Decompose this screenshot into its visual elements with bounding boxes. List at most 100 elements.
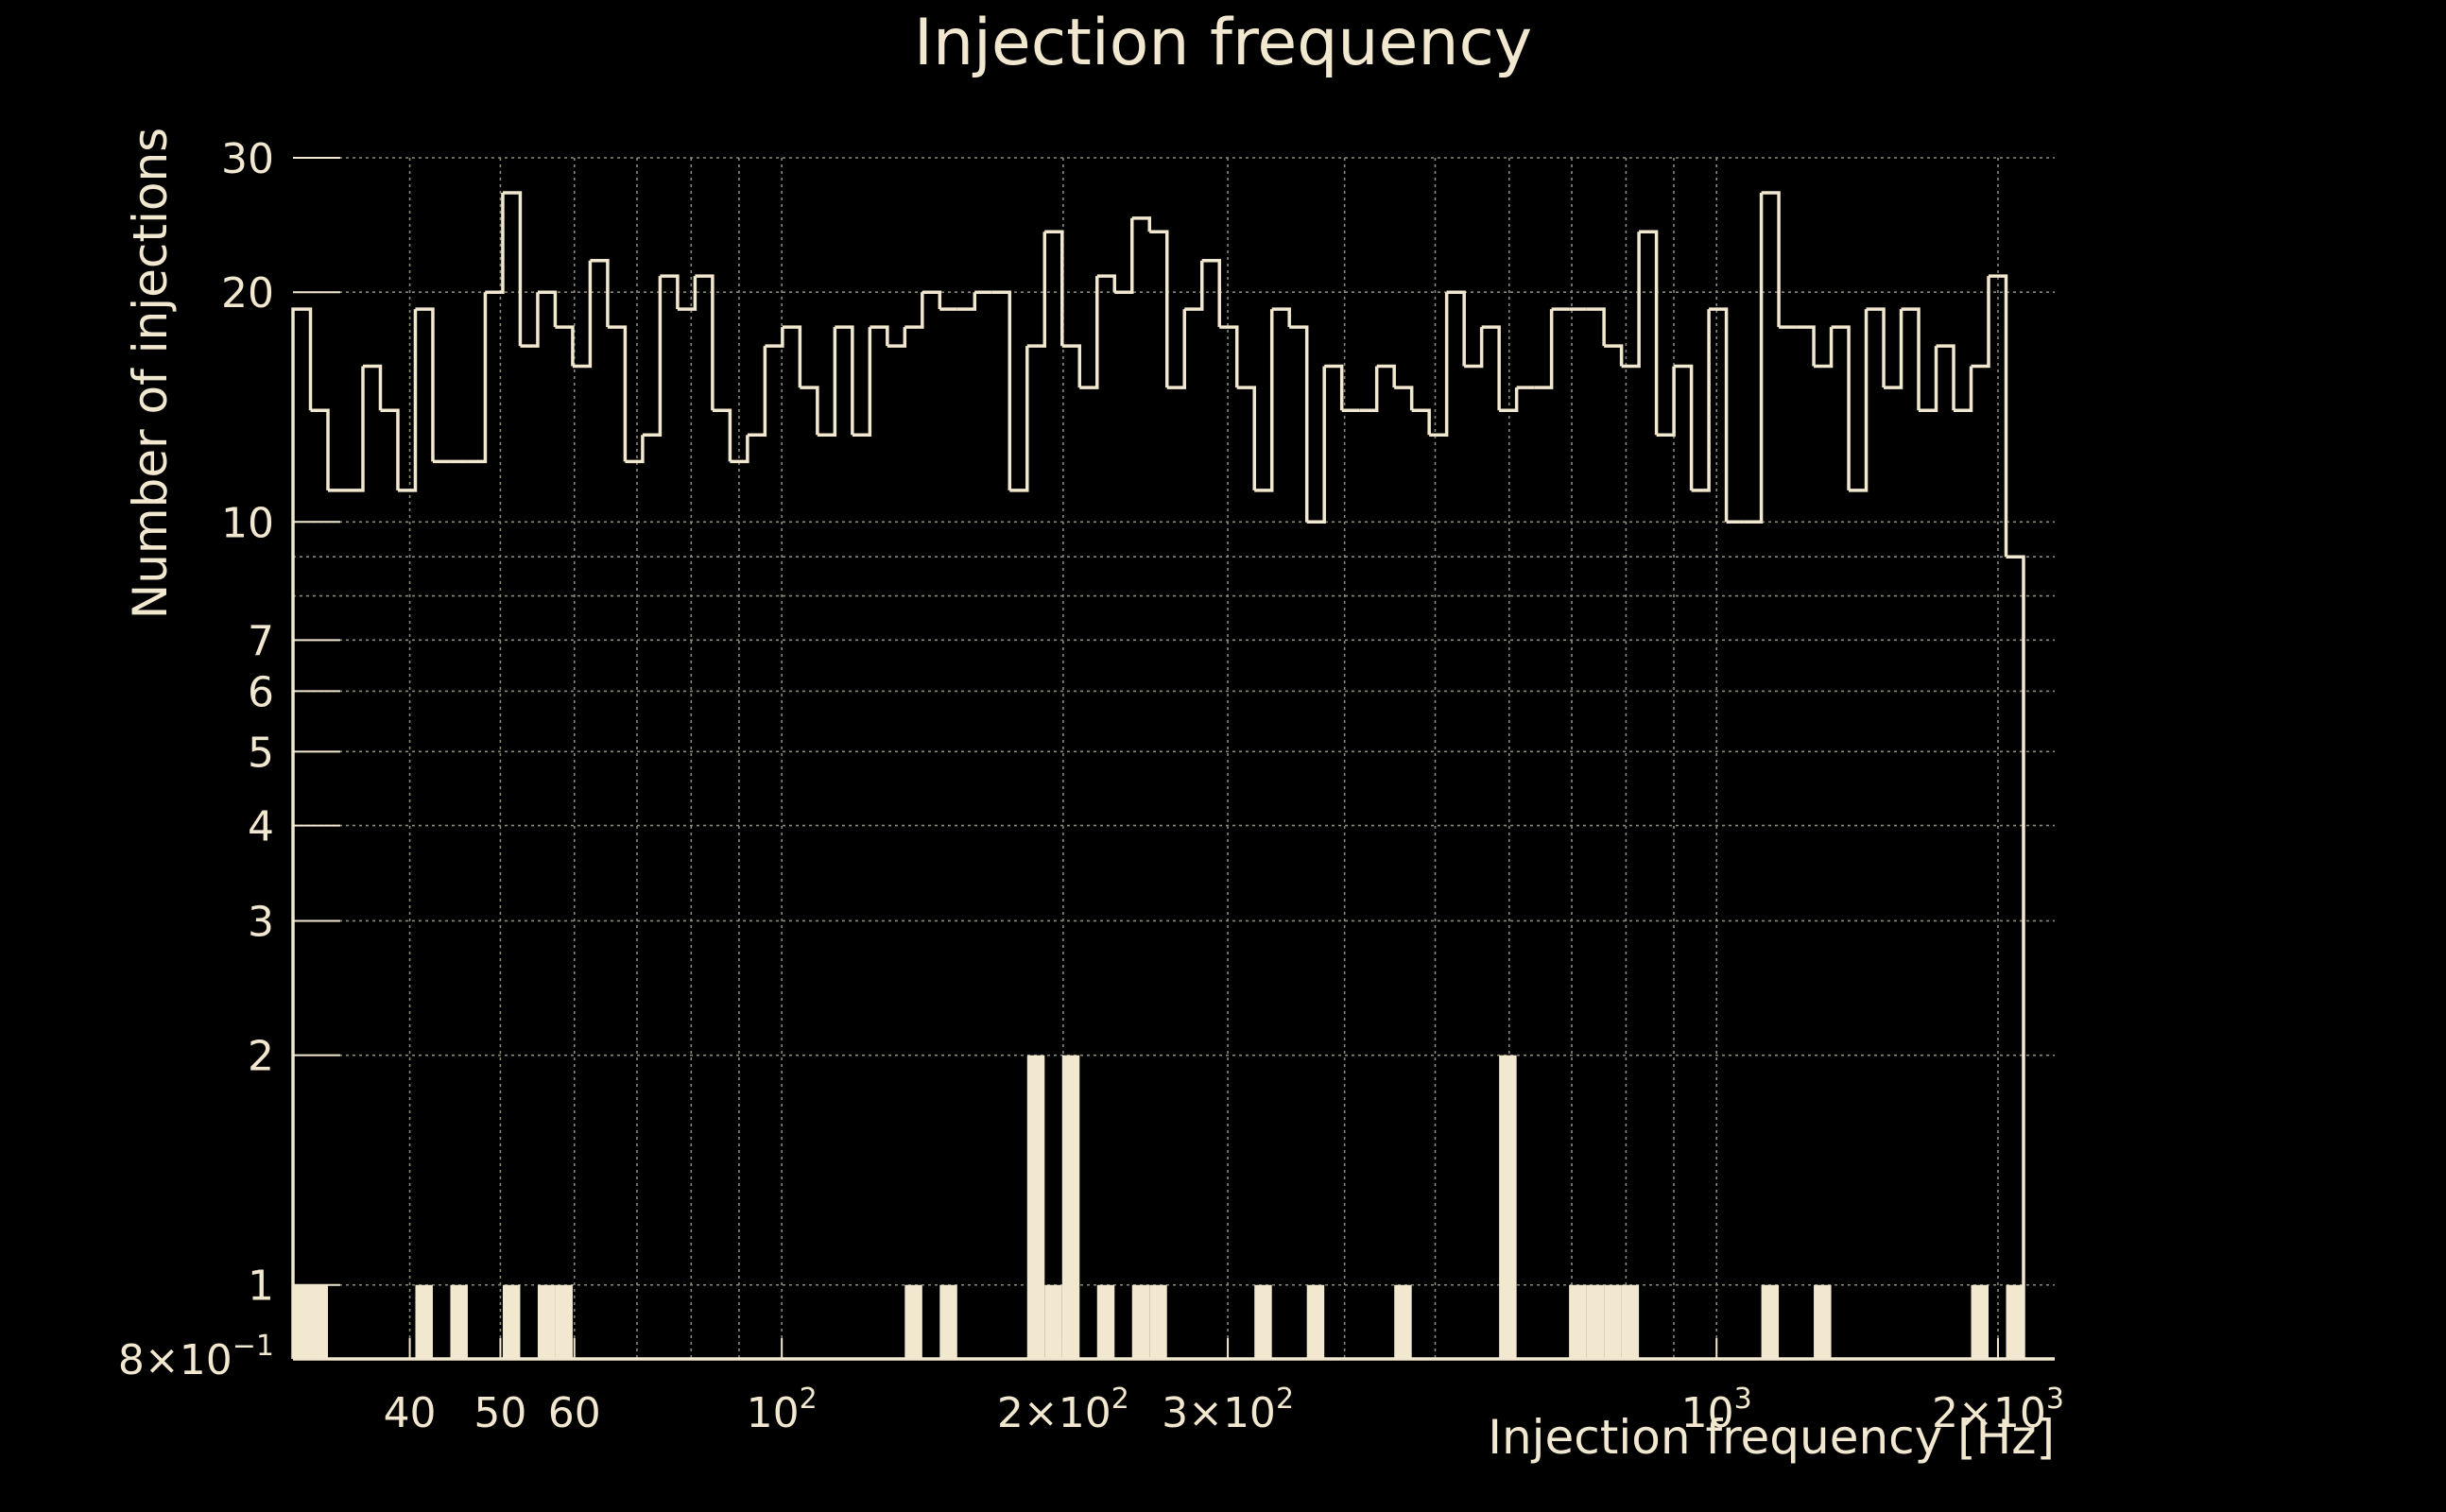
x-tick-label: 40: [384, 1389, 437, 1437]
all-injections-step: [870, 325, 889, 347]
all-injections-step: [1604, 344, 1624, 367]
found-bar: [502, 1284, 521, 1359]
all-injections-step: [800, 386, 819, 436]
all-injections-step: [1201, 259, 1221, 328]
grid-layer: [293, 157, 2055, 1360]
found-bar: [1131, 1284, 1150, 1359]
all-injections-step: [380, 408, 400, 490]
all-injections-step: [1639, 230, 1659, 436]
found-bar: [1604, 1284, 1622, 1359]
all-injections-step: [1691, 309, 1711, 492]
y-tick-label: 20: [221, 269, 274, 318]
found-bar: [450, 1284, 468, 1359]
all-injections-step: [991, 290, 1012, 490]
all-injections-step: [310, 408, 330, 490]
all-injections-step: [485, 192, 505, 294]
all-injections-step: [1936, 344, 1955, 411]
found-bar: [1586, 1284, 1605, 1359]
all-injections-step: [922, 290, 942, 310]
all-injections-step: [625, 435, 645, 464]
all-injections-step: [467, 292, 488, 464]
all-injections-step: [1884, 309, 1903, 389]
all-injections-step: [1394, 386, 1414, 411]
all-injections-step: [642, 276, 663, 438]
x-tick-label: 60: [548, 1389, 601, 1437]
all-injections-step: [1184, 260, 1204, 311]
all-injections-step: [1026, 232, 1047, 348]
found-bar: [1061, 1055, 1080, 1359]
found-bar: [293, 1284, 311, 1359]
all-injections-step: [1849, 309, 1869, 492]
all-injections-step: [1534, 309, 1554, 389]
all-injections-layer: [291, 191, 2025, 1359]
all-injections-step: [520, 292, 540, 348]
all-injections-step: [1359, 366, 1379, 413]
found-bars-layer: [293, 1055, 2024, 1359]
all-injections-step: [1149, 230, 1169, 388]
x-tick-label: 50: [474, 1389, 526, 1437]
y-tick-label: 5: [248, 729, 274, 777]
all-injections-step: [502, 191, 523, 347]
y-tick-label: 4: [248, 803, 274, 851]
all-injections-step: [291, 307, 313, 1359]
all-injections-step: [1709, 307, 1729, 523]
all-injections-step: [817, 327, 837, 438]
all-injections-step: [1464, 327, 1484, 369]
all-injections-step: [1061, 344, 1082, 388]
all-injections-step: [607, 325, 628, 462]
found-bar: [415, 1284, 433, 1359]
found-bar: [1394, 1284, 1412, 1359]
all-injections-step: [712, 408, 732, 462]
all-injections-step: [904, 292, 924, 329]
all-injections-step: [1814, 327, 1834, 369]
all-injections-step: [1744, 192, 1764, 524]
all-injections-step: [1009, 346, 1029, 492]
all-injections-step: [1411, 408, 1431, 436]
all-injections-step: [1131, 216, 1151, 232]
axes-layer: [293, 157, 2055, 1361]
all-injections-step: [2006, 555, 2025, 1359]
all-injections-step: [1674, 364, 1694, 490]
all-injections-step: [397, 309, 418, 492]
found-bar: [1254, 1284, 1272, 1359]
y-axis-label: Number of injections: [123, 128, 178, 619]
all-injections-step: [1831, 325, 1851, 490]
all-injections-step: [1796, 325, 1816, 367]
found-bar: [1096, 1284, 1115, 1359]
all-injections-step: [415, 307, 435, 462]
x-tick-label: 2×102: [997, 1383, 1129, 1437]
found-bar: [1306, 1284, 1325, 1359]
all-injections-step: [835, 325, 854, 436]
found-bar: [939, 1284, 957, 1359]
all-injections-step: [1621, 232, 1641, 369]
all-injections-step: [1114, 217, 1134, 294]
all-injections-step: [677, 276, 698, 311]
all-injections-step: [1656, 366, 1676, 438]
all-injections-step: [1079, 276, 1099, 389]
all-injections-step: [1866, 307, 1886, 388]
all-injections-step: [572, 260, 593, 369]
all-injections-step: [1271, 307, 1291, 328]
all-injections-step: [1499, 387, 1519, 413]
x-axis-label: Injection frequency [Hz]: [1488, 1410, 2055, 1465]
all-injections-step: [747, 346, 767, 438]
all-injections-step: [660, 274, 680, 310]
y-tick-label: 7: [248, 617, 274, 665]
found-bar: [1761, 1284, 1780, 1359]
all-injections-step: [537, 290, 558, 328]
found-bar: [1569, 1284, 1587, 1359]
y-tick-label: 30: [221, 135, 274, 183]
all-injections-step: [765, 327, 784, 348]
all-injections-step: [1376, 364, 1396, 388]
y-tick-label: 2: [248, 1033, 274, 1081]
all-injections-step: [782, 325, 802, 388]
all-injections-step: [695, 274, 715, 411]
found-bar: [1149, 1284, 1167, 1359]
found-bar: [1499, 1055, 1517, 1359]
found-bar: [1026, 1055, 1045, 1359]
all-injections-step: [1954, 366, 1973, 413]
all-injections-step: [1166, 309, 1186, 389]
